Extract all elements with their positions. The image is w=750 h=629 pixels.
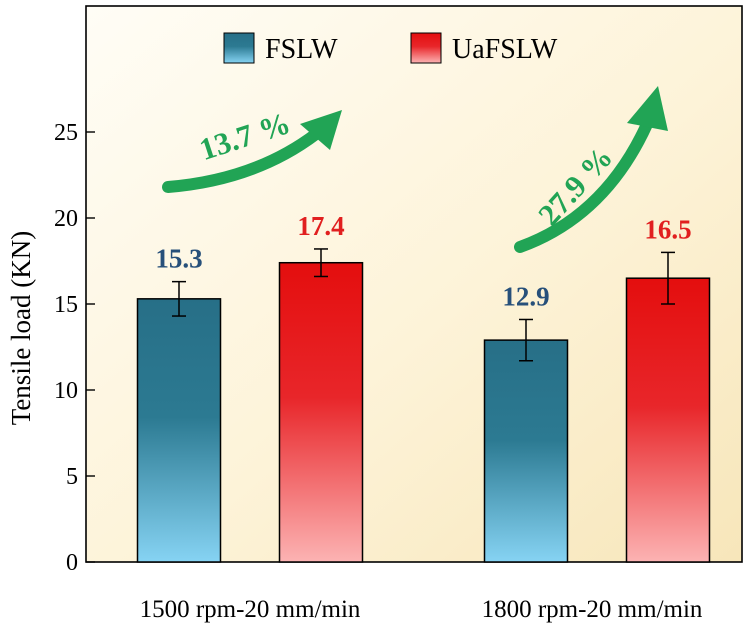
value-label-uafslw-1: 16.5 (644, 214, 691, 244)
y-tick-label-0: 0 (66, 550, 78, 576)
x-tick-label-0: 1500 rpm-20 mm/min (140, 596, 361, 623)
y-tick-label-2: 10 (54, 378, 78, 404)
y-axis-label: Tensile load (KN) (6, 231, 36, 426)
bar-uafslw-0 (278, 261, 364, 563)
improvement-arrow-1 (514, 86, 668, 253)
y-tick-label-3: 15 (54, 292, 78, 318)
error-bar-fslw-1 (519, 318, 533, 362)
bars-layer: 15.3 12.9 17.4 16.5 (136, 211, 711, 563)
improvement-arrow-0 (162, 110, 342, 193)
y-axis: 0 5 10 15 20 25 (54, 120, 95, 576)
legend-swatch-uafslw (410, 32, 442, 64)
error-bar-uafslw-0 (314, 248, 328, 278)
legend-label-uafslw: UaFSLW (452, 34, 558, 65)
y-tick-label-1: 5 (66, 464, 78, 490)
bar-fslw-0 (136, 298, 222, 563)
bar-uafslw-1 (625, 277, 711, 563)
legend-swatch-fslw (223, 32, 255, 64)
error-bar-fslw-0 (172, 280, 186, 317)
x-tick-label-1: 1800 rpm-20 mm/min (482, 596, 703, 623)
y-tick-label-5: 25 (54, 120, 78, 146)
legend-label-fslw: FSLW (265, 34, 338, 65)
legend: FSLW UaFSLW (223, 32, 558, 65)
y-tick-label-4: 20 (54, 206, 78, 232)
error-bar-uafslw-1 (661, 251, 675, 305)
value-label-uafslw-0: 17.4 (297, 211, 344, 241)
bar-fslw-1 (483, 339, 569, 563)
value-label-fslw-1: 12.9 (502, 281, 549, 311)
value-label-fslw-0: 15.3 (155, 244, 202, 274)
